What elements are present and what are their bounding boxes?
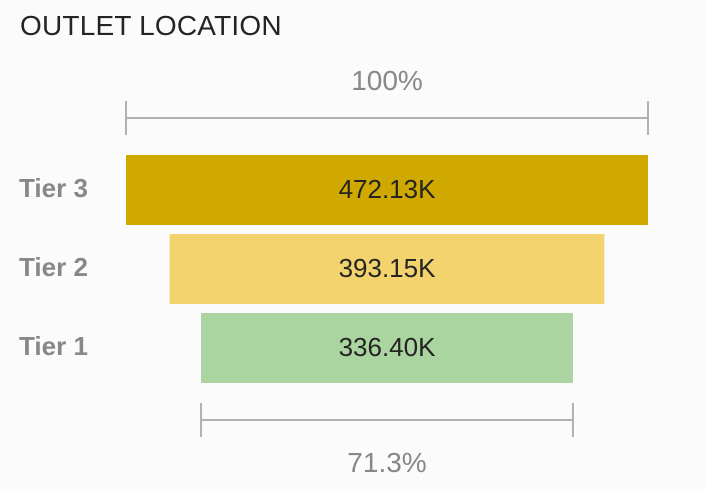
bottom-reference-label: 71.3% bbox=[347, 447, 426, 478]
value-label-tier-3: 472.13K bbox=[339, 174, 437, 204]
funnel-bar-tier-3[interactable] bbox=[126, 155, 648, 225]
funnel-bar-tier-1[interactable] bbox=[201, 313, 573, 383]
funnel-bar-tier-2[interactable] bbox=[169, 234, 605, 304]
chart-title: OUTLET LOCATION bbox=[20, 10, 282, 41]
category-label-tier-3: Tier 3 bbox=[19, 173, 88, 203]
category-label-tier-1: Tier 1 bbox=[19, 331, 88, 361]
value-label-tier-2: 393.15K bbox=[339, 253, 437, 283]
value-label-tier-1: 336.40K bbox=[339, 332, 437, 362]
category-label-tier-2: Tier 2 bbox=[19, 252, 88, 282]
bottom-reference-bracket: 71.3% bbox=[200, 403, 574, 478]
top-reference-label: 100% bbox=[351, 65, 423, 96]
top-reference-bracket: 100% bbox=[125, 65, 649, 135]
funnel-bars: Tier 3 472.13K Tier 2 393.15K Tier 1 336.40K bbox=[19, 155, 648, 383]
